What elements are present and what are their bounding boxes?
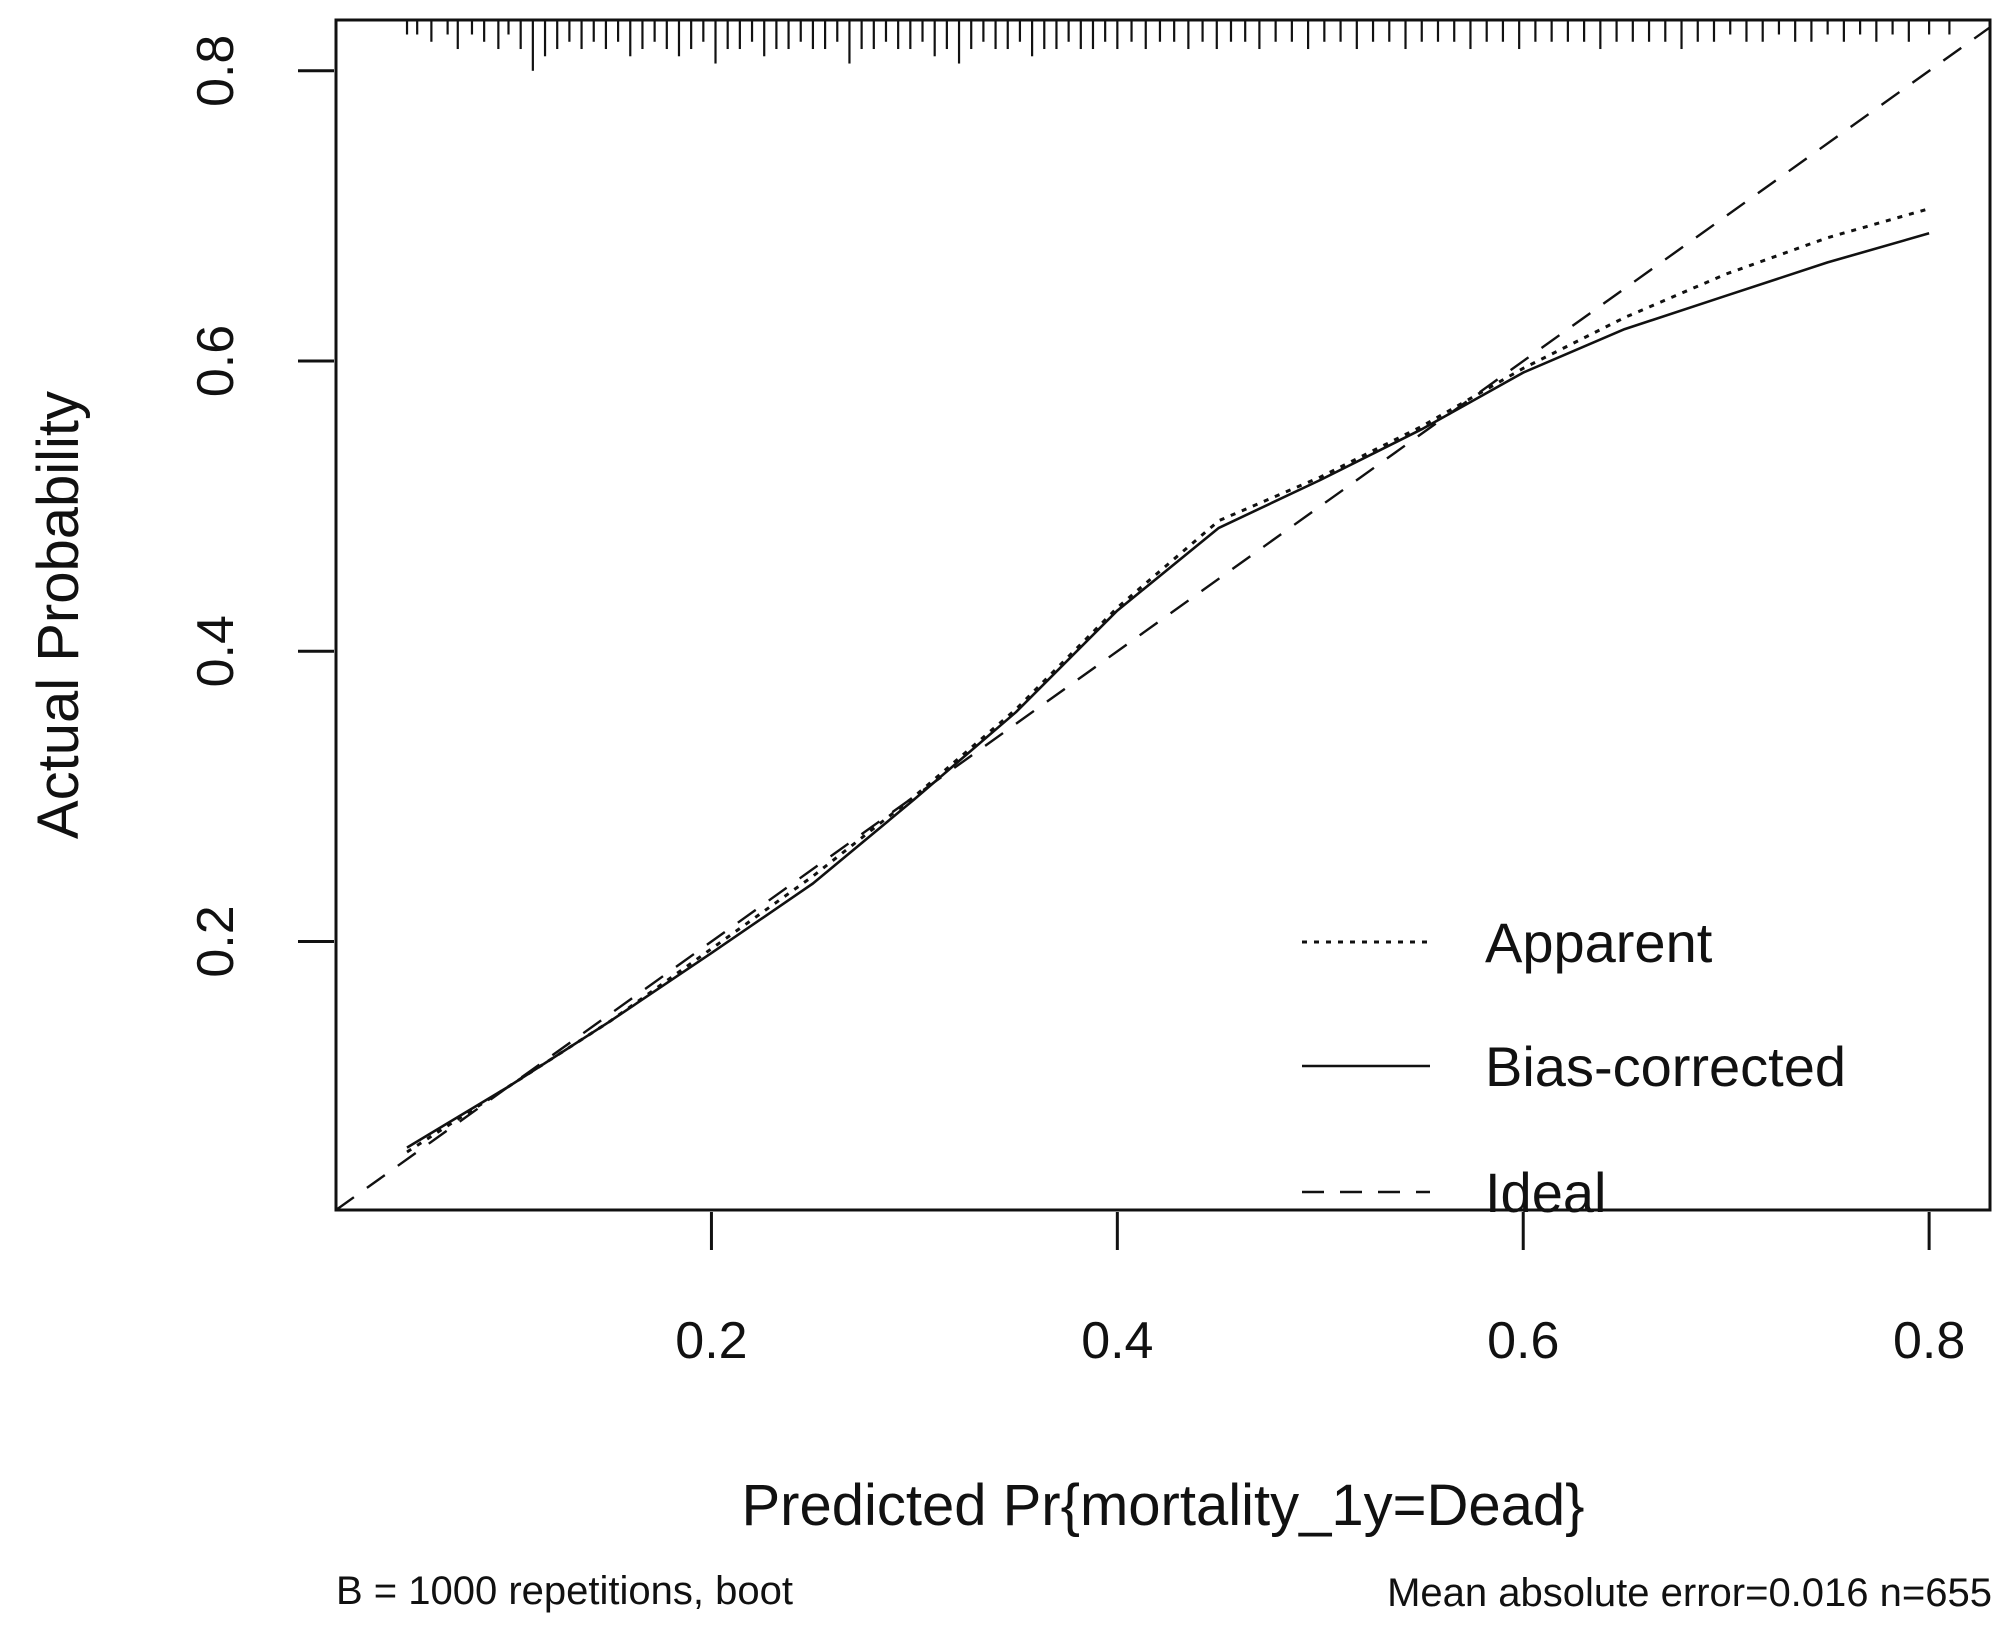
x-tick-label: 0.2: [675, 1312, 747, 1370]
legend: Apparent Bias-corrected Ideal: [1302, 911, 1846, 1224]
series-lines: [335, 26, 1991, 1211]
series-line-apparent: [406, 207, 1930, 1154]
y-tick-label: 0.8: [187, 35, 245, 107]
plot-frame: [334, 18, 1992, 1212]
y-axis: 0.2 0.4 0.6 0.8: [187, 35, 334, 978]
x-tick-label: 0.8: [1893, 1312, 1965, 1370]
y-tick-label: 0.4: [187, 615, 245, 687]
x-tick-label: 0.4: [1081, 1312, 1153, 1370]
legend-label: Bias-corrected: [1485, 1035, 1846, 1098]
series-line-ideal: [335, 26, 1991, 1211]
legend-label: Apparent: [1485, 911, 1713, 974]
x-axis: 0.2 0.4 0.6 0.8: [675, 1212, 1965, 1370]
rug-marks: [405, 20, 1951, 71]
y-axis-title: Actual Probability: [26, 391, 91, 839]
plot-area: [334, 18, 1992, 1212]
legend-label: Ideal: [1485, 1161, 1606, 1224]
series-line-bias-corrected: [406, 232, 1930, 1149]
x-axis-title: Predicted Pr{mortality_1y=Dead}: [741, 1473, 1584, 1538]
y-tick-label: 0.6: [187, 325, 245, 397]
footer-right-note: Mean absolute error=0.016 n=655: [1387, 1571, 1992, 1615]
y-tick-label: 0.2: [187, 905, 245, 977]
x-tick-label: 0.6: [1487, 1312, 1559, 1370]
footer-left-note: B = 1000 repetitions, boot: [336, 1569, 793, 1613]
